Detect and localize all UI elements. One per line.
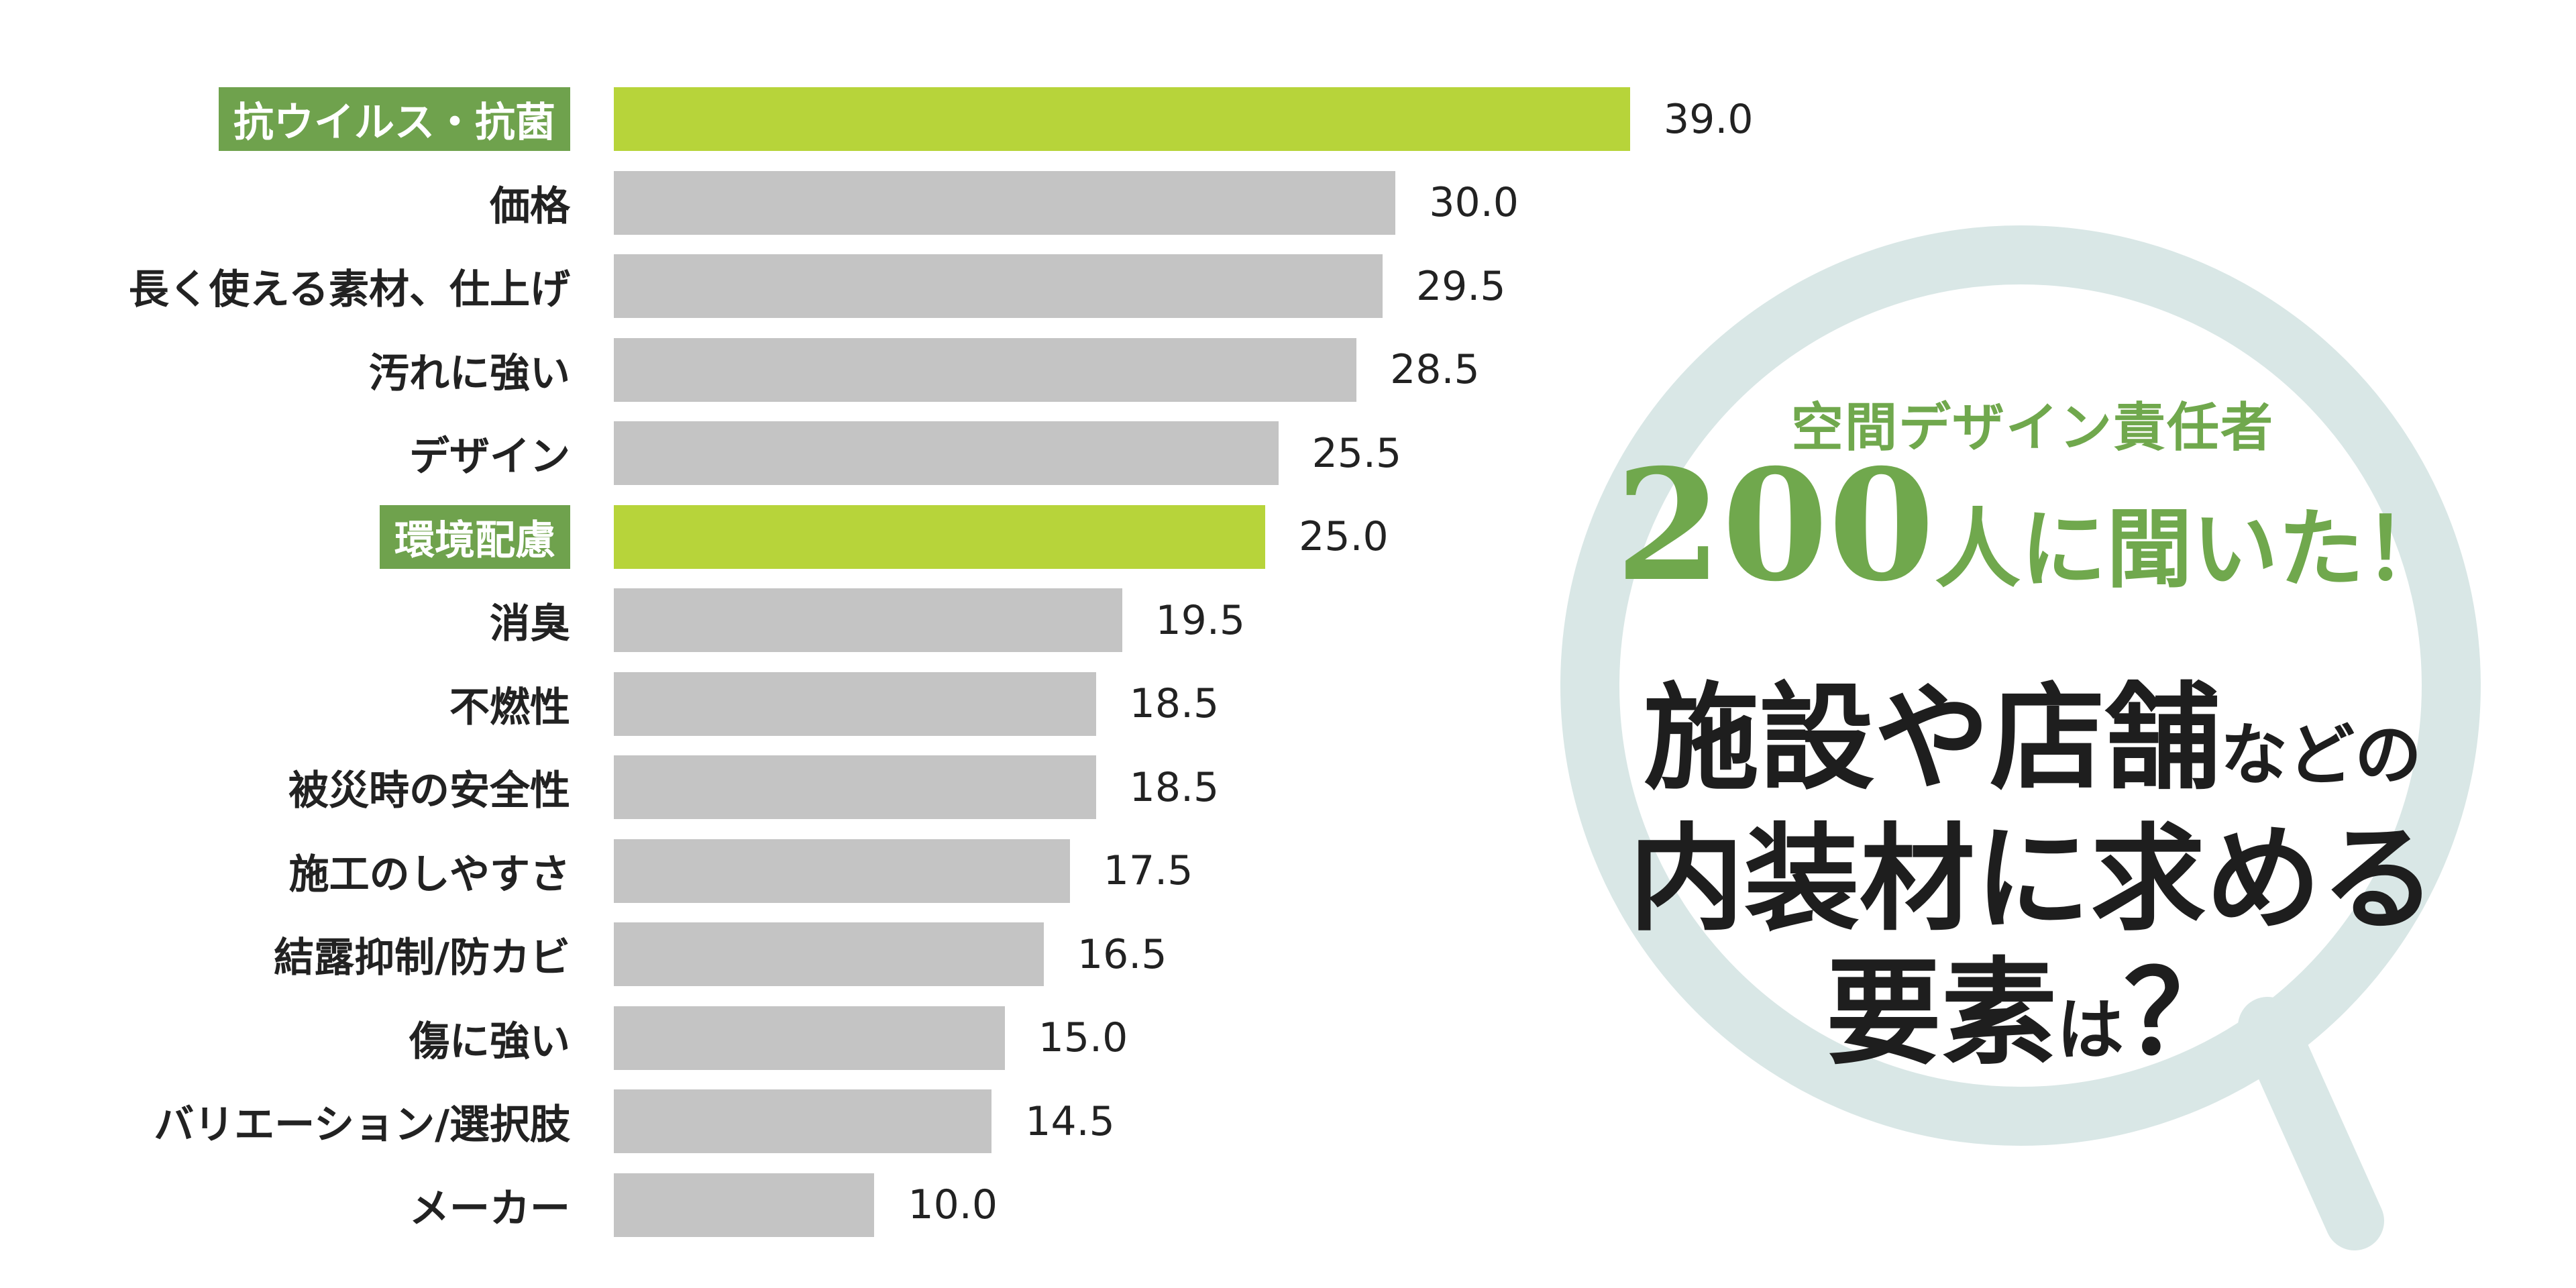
bar: [614, 755, 1096, 819]
bar: [614, 254, 1383, 318]
category-label: 結露抑制/防カビ: [274, 934, 570, 981]
bar: [614, 504, 1266, 569]
callout-question-line3: 要素は？: [1543, 919, 2522, 1087]
value-label: 10.0: [908, 1181, 998, 1228]
category-label: デザイン: [409, 433, 570, 480]
bar: [614, 922, 1044, 986]
value-label: 30.0: [1429, 179, 1519, 226]
bar: [614, 337, 1357, 402]
value-label: 16.5: [1077, 930, 1167, 978]
category-label: 施工のしやすさ: [288, 851, 570, 898]
bar: [614, 839, 1070, 903]
value-label: 29.5: [1415, 262, 1506, 310]
category-label: 不燃性: [449, 684, 570, 731]
value-label: 18.5: [1129, 680, 1220, 727]
value-label: 14.5: [1025, 1097, 1115, 1145]
bar: [614, 1173, 875, 1237]
category-label: 長く使える素材、仕上げ: [128, 266, 570, 313]
callout-count-number: 200: [1615, 435, 1935, 615]
category-label: 傷に強い: [409, 1018, 570, 1065]
value-label: 25.5: [1311, 429, 1402, 477]
bar: [614, 672, 1096, 736]
callout-question-line2: 内装材に求める: [1543, 785, 2522, 953]
category-label: 被災時の安全性: [288, 767, 570, 814]
category-label: 抗ウイルス・抗菌: [219, 87, 570, 151]
category-label: 消臭: [490, 600, 570, 647]
category-label: メーカー: [409, 1185, 570, 1232]
callout-count-text: 人に聞いた！: [1934, 500, 2450, 600]
bar: [614, 87, 1630, 151]
question-line1-main: 施設や店舗: [1644, 671, 2220, 806]
category-label: 価格: [490, 182, 570, 230]
bar: [614, 1006, 1005, 1070]
callout-question-line1: 施設や店舗などの: [1543, 644, 2522, 812]
bar: [614, 170, 1396, 235]
question-line1-suffix: などの: [2220, 716, 2422, 794]
question-line3-main: 要素: [1826, 946, 2057, 1081]
bar: [614, 421, 1279, 485]
category-label: 汚れに強い: [369, 350, 570, 397]
callout-headline: 200人に聞いた！: [1543, 448, 2522, 602]
value-label: 28.5: [1390, 346, 1480, 393]
value-label: 39.0: [1664, 95, 1754, 143]
bar: [614, 588, 1122, 652]
value-label: 19.5: [1155, 596, 1246, 644]
question-mark: ？: [2124, 946, 2239, 1081]
category-label: 環境配慮: [380, 504, 570, 569]
question-line2-main: 内装材に求める: [1629, 812, 2436, 947]
bar: [614, 1089, 992, 1153]
value-label: 18.5: [1129, 763, 1220, 811]
question-line3-particle: は: [2057, 991, 2124, 1069]
value-label: 17.5: [1103, 847, 1193, 894]
category-label: バリエーション/選択肢: [154, 1102, 570, 1148]
value-label: 25.0: [1299, 513, 1389, 560]
callout-subtitle: 空間デザイン責任者: [1790, 398, 2274, 458]
value-label: 15.0: [1038, 1014, 1128, 1061]
